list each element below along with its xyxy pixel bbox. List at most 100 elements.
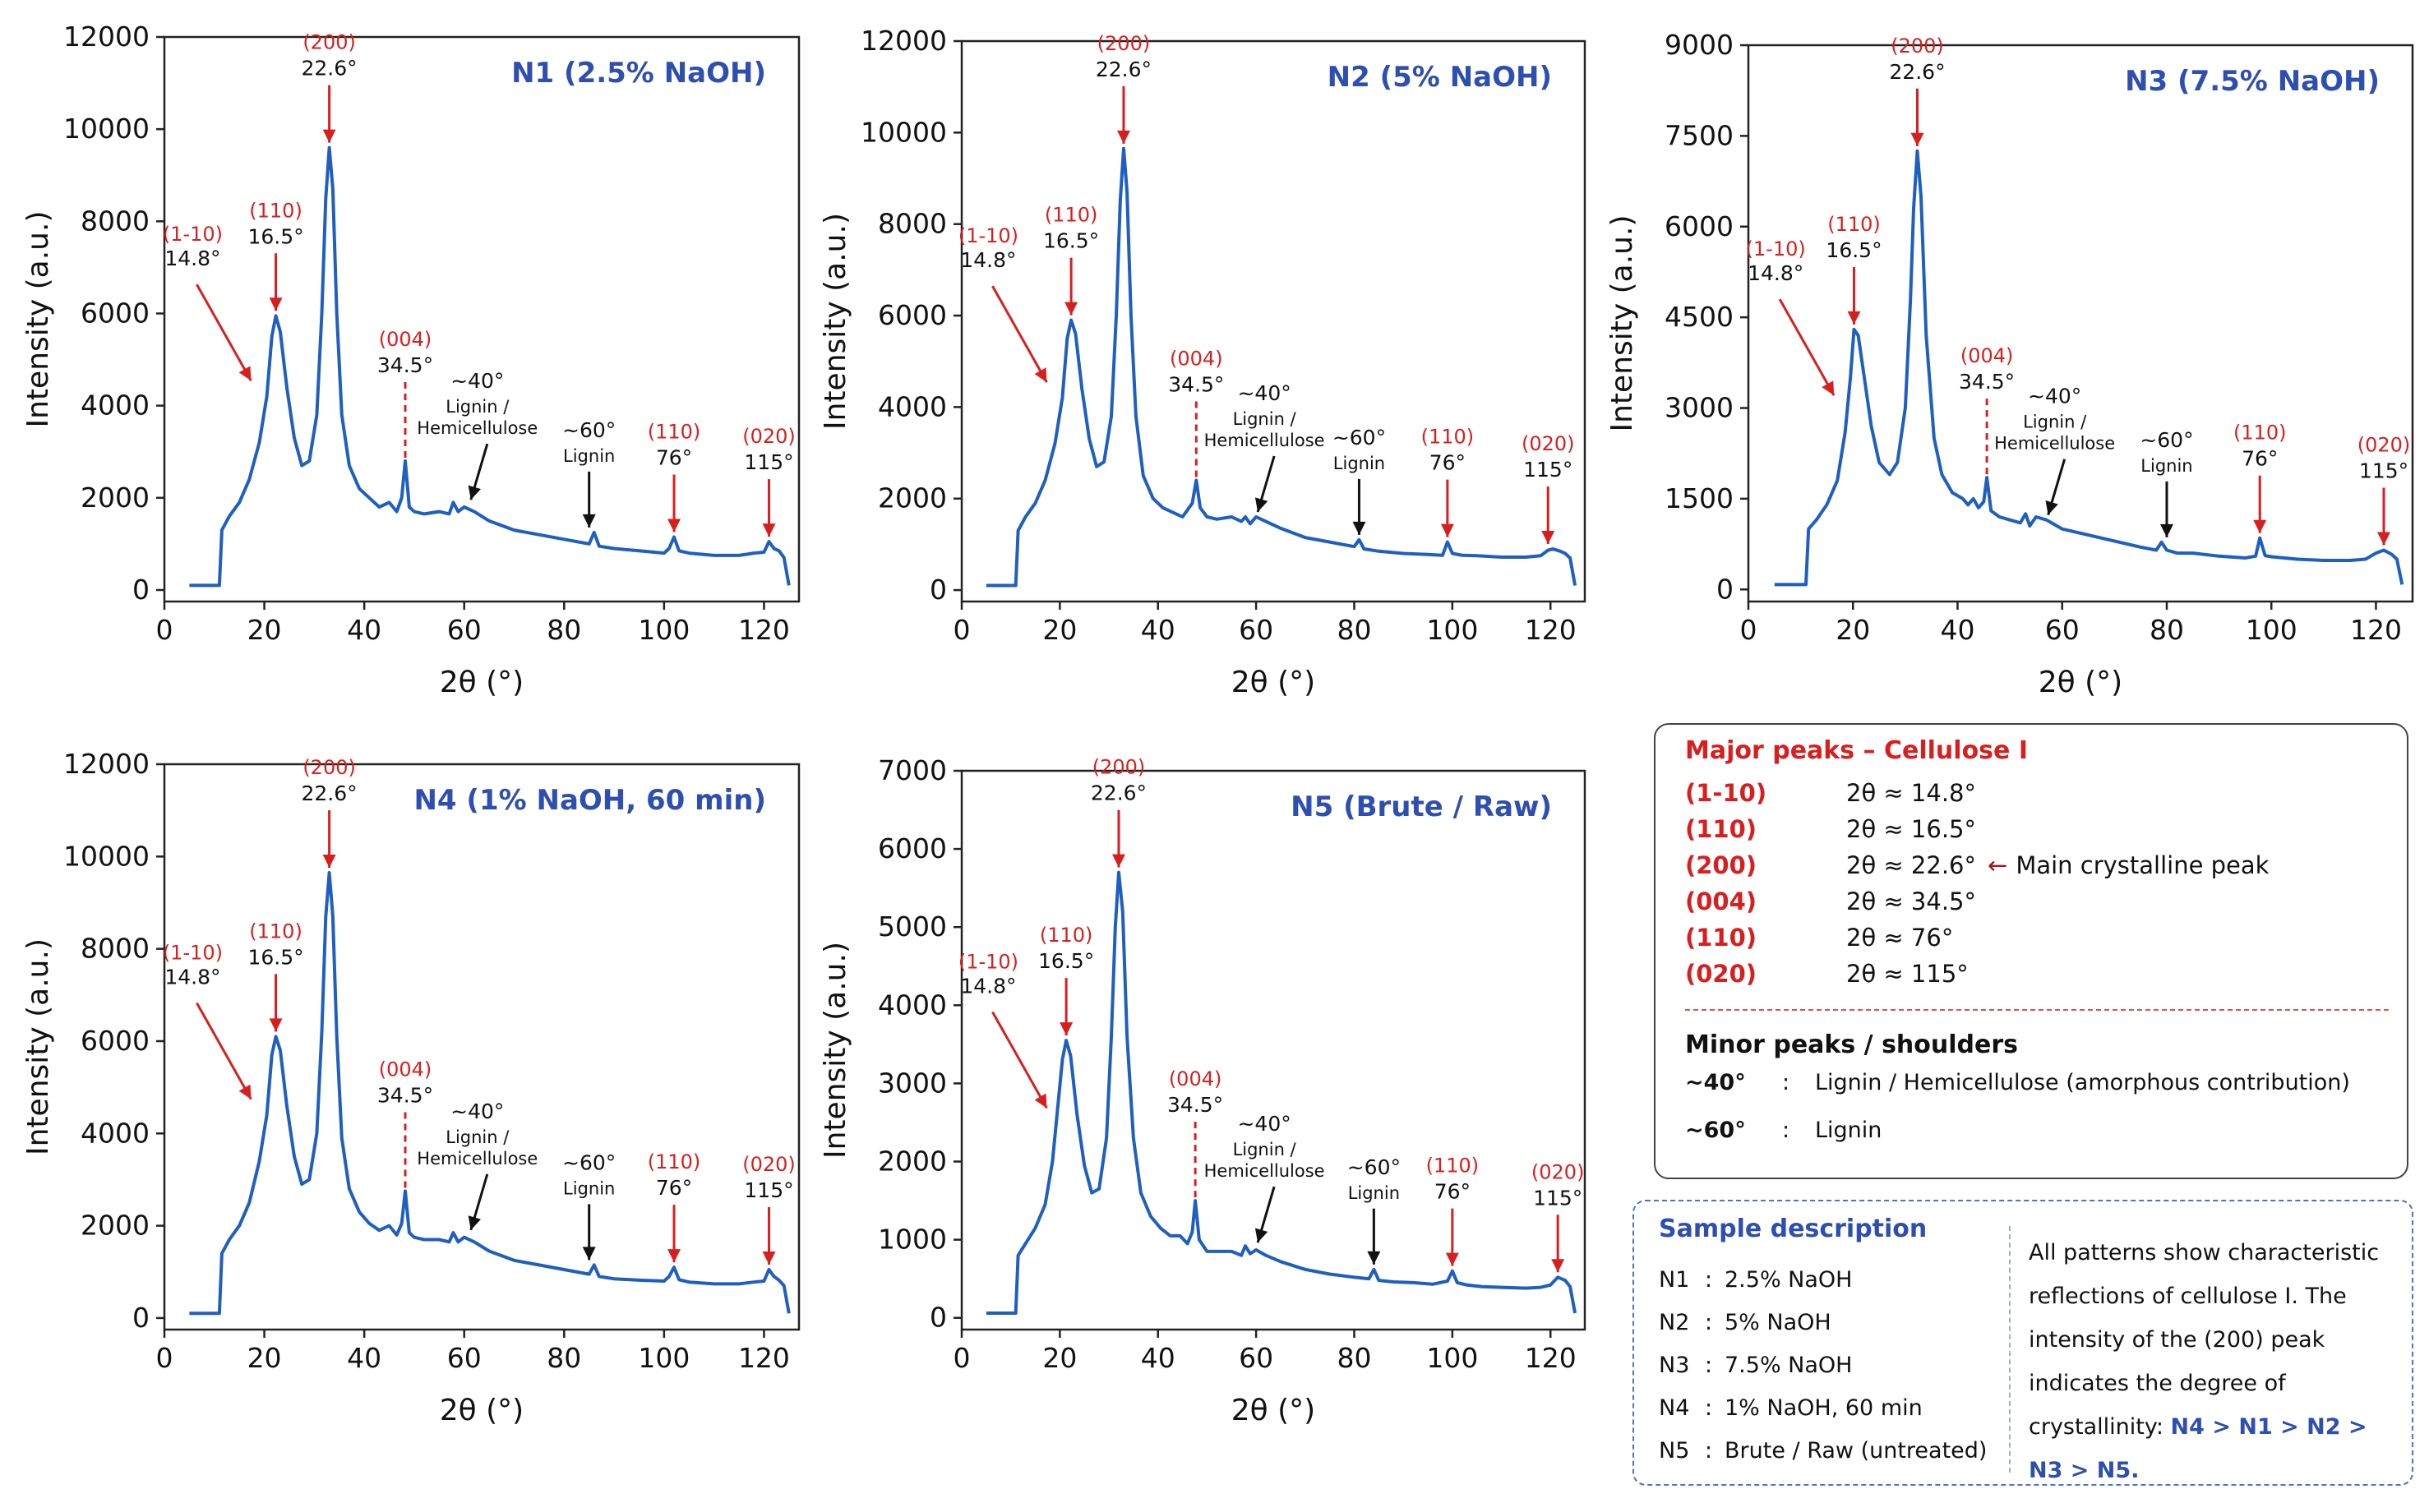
- y-tick-label: 10000: [861, 116, 947, 148]
- chart-panel-n1: 0 20 40 60 80 100 120 0 2000 4000 6000 8000 10000 120…: [0, 0, 806, 731]
- y-tick-label: 0: [1716, 573, 1734, 605]
- peak-hkl-label: (200): [302, 31, 356, 54]
- plot-frame: [163, 763, 801, 1331]
- peak-hkl-label: (110): [249, 199, 302, 222]
- plot-frame: [1747, 44, 2414, 603]
- minor-peak-arrow-head: [1254, 497, 1268, 513]
- y-tick-label: 2000: [81, 482, 150, 514]
- peak-arrow-head: [1060, 1022, 1074, 1036]
- peak-hkl-label: (110): [1421, 426, 1475, 449]
- sample-code: N5: [1659, 1438, 1690, 1464]
- y-tick-label: 6000: [1665, 210, 1734, 242]
- x-tick-label: 40: [347, 1342, 381, 1374]
- minor-peak-colon: :: [1782, 1070, 1790, 1095]
- x-tick-label: 120: [1525, 1342, 1577, 1374]
- peak-angle-label: 22.6°: [1096, 58, 1152, 81]
- peak-arrow-head: [238, 1084, 252, 1099]
- peak-angle-label: 34.5°: [1959, 370, 2015, 394]
- major-peak-note-text: Main crystalline peak: [2016, 851, 2270, 879]
- series-line: [986, 146, 1577, 588]
- peak-arrow-head: [2377, 532, 2391, 546]
- peak-angle-label: 22.6°: [302, 781, 358, 805]
- minor-peak-sublabel: Hemicellulose: [1994, 434, 2115, 454]
- peak-hkl-label: (1-10): [1746, 237, 1806, 260]
- peak-arrow: [991, 285, 1048, 383]
- series-line: [189, 145, 791, 588]
- chart-panel-n2: 0 20 40 60 80 100 120 0 2000 4000 6000 8000 10000 120…: [806, 0, 1607, 731]
- plot-frame: [960, 39, 1586, 603]
- y-tick-label: 6000: [878, 832, 947, 864]
- peak-arrow-head: [1034, 367, 1047, 383]
- peak-legend-box: Major peaks – Cellulose I (1-10) 2θ ≈ 14.…: [1654, 723, 2408, 1179]
- x-tick-label: 20: [1042, 614, 1077, 646]
- peak-hkl-label: (020): [742, 425, 796, 448]
- y-axis-title: Intensity (a.u.): [1605, 215, 1639, 432]
- y-tick-label: 0: [930, 574, 947, 606]
- minor-peak-sublabel: Lignin /: [446, 397, 510, 417]
- y-tick-label: 7500: [1665, 119, 1734, 151]
- major-peak-hkl: (020): [1685, 960, 1757, 988]
- y-tick-label: 1000: [878, 1224, 947, 1256]
- minor-peak-angle: ~60°: [1685, 1118, 1746, 1143]
- peak-angle-label: 76°: [1429, 451, 1466, 475]
- major-peak-angle: 2θ ≈ 22.6°: [1846, 851, 1976, 879]
- y-tick-label: 3000: [878, 1067, 947, 1099]
- y-tick-label: 6000: [878, 299, 947, 331]
- x-axis-title: 2θ (°): [1231, 1394, 1315, 1427]
- minor-peak-label: ~40°: [450, 369, 504, 393]
- x-tick-label: 120: [738, 1342, 790, 1374]
- peak-hkl-label: (200): [1097, 32, 1151, 55]
- peak-angle-label: 115°: [744, 1178, 793, 1202]
- minor-peak-sublabel: Lignin: [563, 446, 615, 466]
- x-tick-label: 120: [738, 614, 790, 646]
- minor-peak-sublabel: Hemicellulose: [417, 1149, 538, 1169]
- minor-peak-label: ~60°: [1347, 1155, 1401, 1179]
- peak-arrow: [991, 1011, 1048, 1109]
- x-tick-label: 0: [156, 614, 173, 646]
- peak-arrow: [1778, 298, 1836, 396]
- y-tick-label: 8000: [81, 933, 150, 965]
- minor-peak-arrow-head: [2045, 500, 2058, 515]
- peak-arrow-head: [1064, 302, 1078, 316]
- panel-title: N2 (5% NaOH): [1328, 61, 1552, 94]
- sample-code: N3: [1659, 1353, 1690, 1378]
- x-tick-label: 40: [1141, 1342, 1175, 1374]
- minor-peak-label: ~40°: [450, 1099, 504, 1123]
- major-peak-hkl: (1-10): [1685, 779, 1767, 807]
- plot-frame: [163, 35, 801, 603]
- minor-peak-sublabel: Lignin /: [1233, 1140, 1297, 1159]
- y-tick-label: 12000: [63, 21, 150, 53]
- peak-arrow-head: [322, 129, 336, 143]
- peak-angle-label: 22.6°: [1091, 781, 1147, 805]
- minor-peak-label: ~60°: [562, 418, 616, 442]
- major-peak-angle: 2θ ≈ 14.8°: [1846, 779, 1976, 807]
- minor-peak-label: ~60°: [2140, 428, 2193, 452]
- peak-arrow-head: [322, 854, 336, 868]
- peak-arrow-head: [667, 1249, 681, 1263]
- peak-arrow-head: [269, 1018, 283, 1032]
- minor-peak-sublabel: Lignin: [563, 1178, 615, 1198]
- series-line: [189, 871, 791, 1316]
- sample-note-text: All patterns show characteristic reflect…: [2029, 1240, 2380, 1440]
- chart-n2: 0 20 40 60 80 100 120 0 2000 4000 6000 8000 10000 120…: [819, 25, 1586, 699]
- peak-angle-label: 76°: [656, 1176, 692, 1200]
- peak-angle-label: 16.5°: [247, 945, 303, 969]
- peak-hkl-label: (020): [742, 1153, 796, 1176]
- y-tick-label: 4500: [1665, 301, 1734, 333]
- y-axis-title: Intensity (a.u.): [819, 213, 852, 430]
- peak-arrow-head: [1111, 854, 1125, 868]
- major-peak-angle: 2θ ≈ 16.5°: [1846, 815, 1976, 843]
- x-tick-label: 0: [954, 1342, 971, 1374]
- x-tick-label: 80: [547, 1342, 581, 1374]
- peak-hkl-label: (110): [1426, 1155, 1480, 1178]
- major-peak-row: (004) 2θ ≈ 34.5°: [1685, 887, 2392, 920]
- x-axis-title: 2θ (°): [440, 1394, 524, 1427]
- y-tick-label: 12000: [861, 25, 947, 57]
- major-peak-hkl: (110): [1685, 924, 1757, 952]
- peak-hkl-label: (020): [1522, 432, 1575, 455]
- peak-hkl-label: (004): [379, 328, 432, 351]
- y-axis-title: Intensity (a.u.): [819, 942, 852, 1159]
- minor-peak-sublabel: Hemicellulose: [417, 418, 538, 438]
- x-tick-label: 40: [347, 614, 381, 646]
- minor-peak-arrow-head: [582, 514, 596, 528]
